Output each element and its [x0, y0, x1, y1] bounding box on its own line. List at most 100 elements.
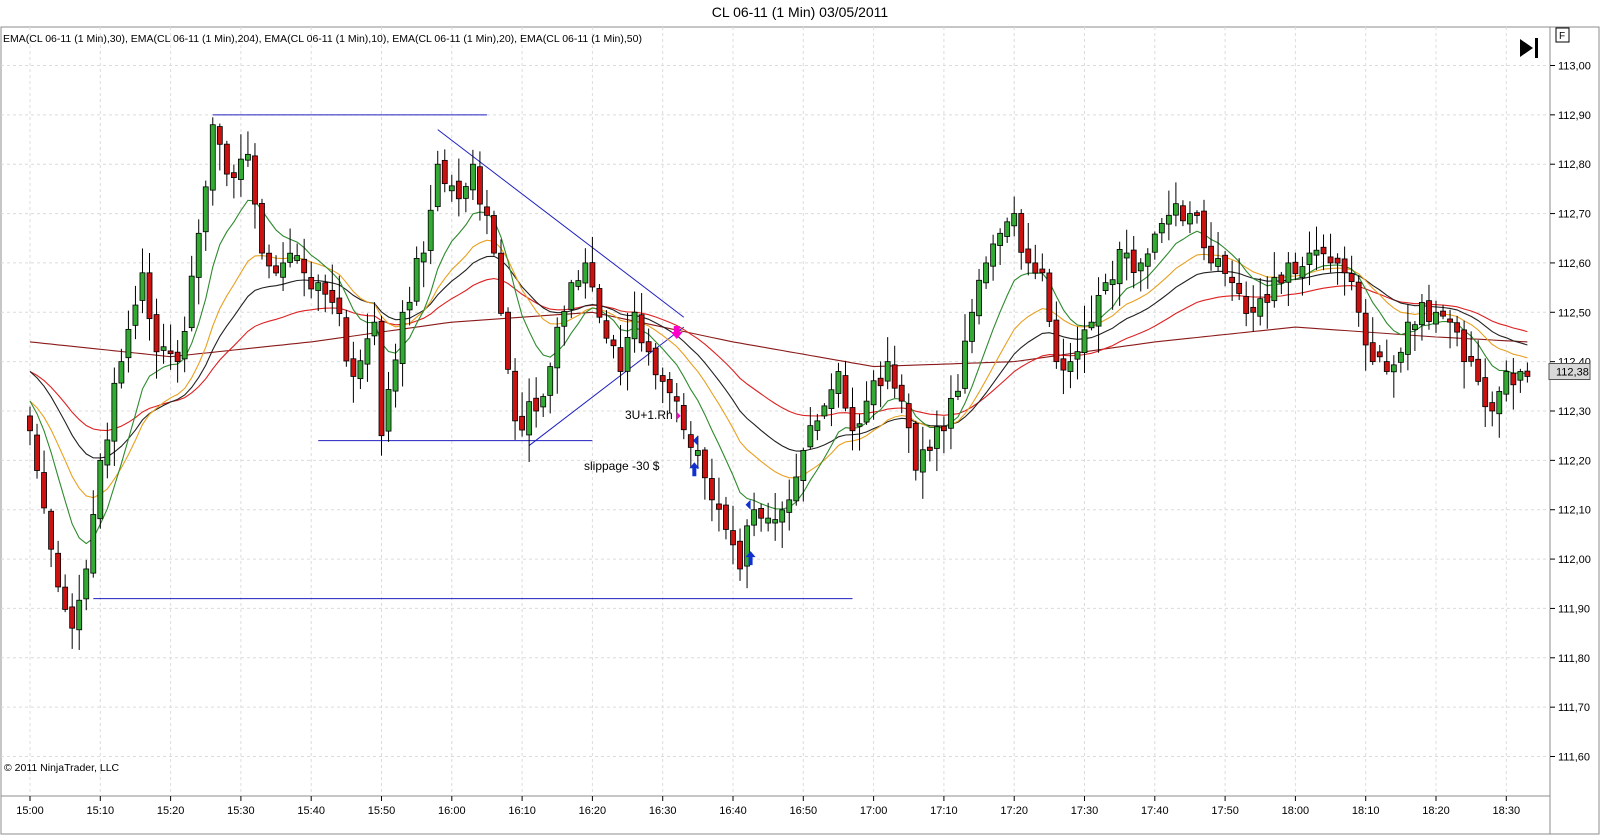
- candle-body: [723, 504, 729, 530]
- candle: [41, 450, 47, 514]
- scroll-to-end-button[interactable]: [1520, 38, 1538, 58]
- candle-body: [385, 389, 392, 432]
- candle-body: [336, 297, 343, 314]
- candle-body: [1088, 321, 1095, 329]
- f-button[interactable]: F: [1555, 27, 1570, 43]
- candle: [969, 298, 975, 354]
- candle-body: [1355, 281, 1362, 313]
- candle-body: [1489, 402, 1496, 412]
- price-axis: 111,60 111,70 111,80 111,90 112,00 112,10 112,…: [1550, 60, 1591, 764]
- play-end-icon: [1520, 39, 1533, 57]
- price-tick-label: 112,30: [1558, 406, 1591, 418]
- candle: [301, 238, 308, 297]
- candle-body: [1243, 296, 1250, 314]
- candle: [462, 182, 469, 213]
- candle-body: [223, 143, 230, 175]
- candle-body: [793, 476, 800, 502]
- candle-body: [694, 450, 701, 456]
- candle: [624, 312, 631, 391]
- candle-body: [413, 258, 420, 302]
- candle-body: [406, 301, 413, 311]
- candle-body: [259, 202, 265, 254]
- candle-body: [659, 375, 666, 382]
- candle: [34, 423, 40, 479]
- price-tick-label: 113,00: [1558, 60, 1591, 72]
- candle: [1165, 190, 1172, 241]
- candle-body: [673, 396, 680, 402]
- price-tick-label: 111,80: [1558, 653, 1590, 665]
- candle: [406, 286, 413, 326]
- candle: [287, 228, 294, 268]
- candle: [1060, 338, 1067, 395]
- candle: [76, 574, 83, 650]
- candle: [547, 362, 554, 414]
- candle-body: [477, 166, 483, 205]
- candle-body: [1109, 279, 1116, 286]
- candle: [139, 248, 146, 314]
- candle-body: [1313, 249, 1320, 256]
- candle-body: [983, 262, 989, 284]
- chart-frame[interactable]: 111,60 111,70 111,80 111,90 112,00 112,10 112,…: [0, 26, 1600, 835]
- candle: [596, 283, 603, 324]
- candle: [1116, 241, 1123, 306]
- candle: [322, 274, 329, 313]
- candle-body: [779, 509, 786, 523]
- drawn-line[interactable]: [528, 326, 685, 446]
- candle: [167, 324, 174, 370]
- candle: [97, 453, 104, 529]
- candle-body: [1032, 262, 1039, 274]
- candle-body: [807, 425, 814, 448]
- candle: [237, 134, 244, 197]
- price-tick-label: 112,00: [1558, 554, 1591, 566]
- candle-body: [976, 279, 982, 317]
- candle: [905, 393, 912, 454]
- candle: [631, 291, 638, 353]
- candle: [926, 439, 933, 462]
- candle: [160, 323, 167, 364]
- candle: [1524, 362, 1531, 383]
- candle: [835, 362, 842, 408]
- candle-body: [772, 519, 779, 524]
- candle: [1130, 235, 1137, 289]
- time-tick-label: 15:30: [227, 805, 255, 817]
- candle: [469, 149, 476, 200]
- candle: [1468, 331, 1475, 367]
- candle-body: [1327, 256, 1334, 264]
- candle-body: [441, 159, 448, 185]
- candle-body: [941, 425, 947, 432]
- chart-canvas[interactable]: 111,60 111,70 111,80 111,90 112,00 112,10 112,…: [0, 26, 1600, 835]
- candle: [1095, 277, 1102, 353]
- candle-body: [955, 390, 961, 397]
- candle: [132, 285, 139, 340]
- candle: [990, 234, 997, 281]
- candle: [723, 496, 729, 540]
- candle: [877, 361, 884, 408]
- time-tick-label: 15:50: [368, 805, 396, 817]
- candle-body: [237, 158, 244, 180]
- candle: [83, 559, 90, 611]
- candle: [1158, 218, 1165, 244]
- candle: [1067, 342, 1074, 389]
- candle-body: [877, 377, 884, 387]
- candle: [153, 298, 160, 379]
- candle: [1292, 252, 1299, 281]
- candle-body: [1433, 311, 1439, 325]
- time-tick-label: 15:00: [16, 805, 44, 817]
- drawn-line[interactable]: [437, 129, 685, 318]
- candle-body: [1074, 351, 1081, 360]
- candle: [1025, 222, 1032, 276]
- candle-body: [1194, 212, 1200, 216]
- candle: [1137, 258, 1144, 292]
- candle: [1201, 199, 1207, 261]
- candle-body: [786, 499, 793, 513]
- candle-body: [48, 510, 54, 550]
- candle: [941, 416, 947, 454]
- candle-body: [1334, 257, 1341, 264]
- candle: [350, 341, 357, 403]
- candle-body: [744, 525, 750, 567]
- candle-body: [589, 262, 596, 288]
- candle-body: [343, 317, 350, 362]
- candle-body: [294, 255, 301, 261]
- candle: [912, 420, 919, 481]
- candle-body: [273, 265, 279, 274]
